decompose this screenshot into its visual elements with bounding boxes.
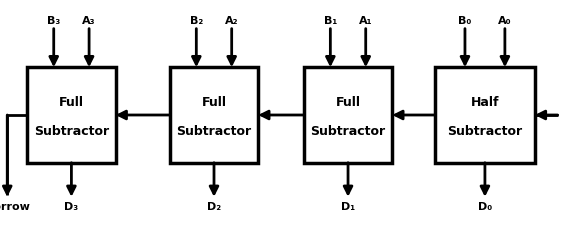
Text: Subtractor: Subtractor	[34, 125, 109, 138]
Text: Subtractor: Subtractor	[176, 125, 251, 138]
Text: Subtractor: Subtractor	[310, 125, 386, 138]
Text: D₃: D₃	[65, 201, 79, 212]
Text: Full: Full	[336, 95, 360, 108]
Text: Half: Half	[471, 95, 499, 108]
Text: B₀: B₀	[458, 16, 471, 26]
Text: Subtractor: Subtractor	[448, 125, 523, 138]
Text: A₀: A₀	[498, 16, 512, 26]
Text: B₂: B₂	[190, 16, 203, 26]
Text: D₀: D₀	[478, 201, 492, 212]
Text: D₁: D₁	[341, 201, 355, 212]
Text: B₃: B₃	[47, 16, 61, 26]
Bar	[435, 68, 535, 163]
Text: A₁: A₁	[359, 16, 372, 26]
Text: A₂: A₂	[225, 16, 239, 26]
Text: A₃: A₃	[82, 16, 96, 26]
Text: B₁: B₁	[324, 16, 337, 26]
Text: Full: Full	[201, 95, 226, 108]
Text: D₂: D₂	[207, 201, 221, 212]
Bar	[27, 68, 116, 163]
Bar	[304, 68, 392, 163]
Bar	[170, 68, 258, 163]
Text: Borrow: Borrow	[0, 201, 30, 212]
Text: Full: Full	[59, 95, 84, 108]
